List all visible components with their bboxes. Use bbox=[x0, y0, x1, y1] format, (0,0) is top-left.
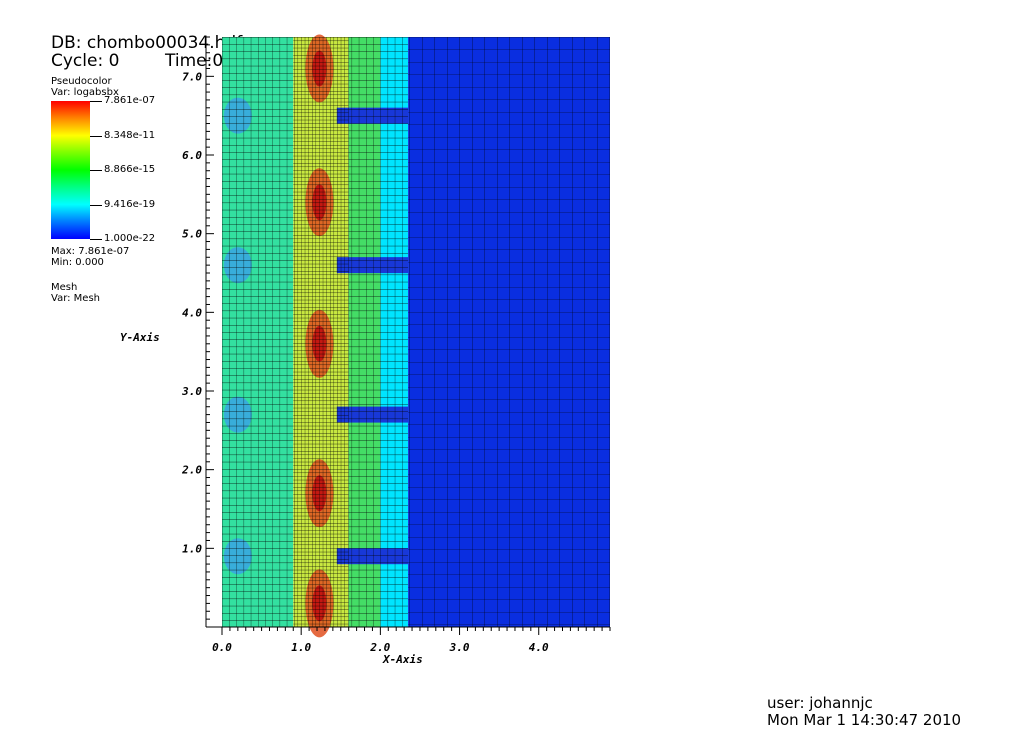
legend-mesh-var: Var: Mesh bbox=[51, 293, 101, 304]
colorbar-tick-label: 8.866e-15 bbox=[104, 164, 156, 175]
y-tick-label: 6.0 bbox=[182, 149, 202, 162]
y-tick-label: 7.0 bbox=[182, 70, 202, 83]
colorbar-tick bbox=[90, 135, 102, 137]
y-axis-title: Y-Axis bbox=[120, 331, 160, 344]
x-tick-label: 4.0 bbox=[529, 641, 549, 654]
colorbar-tick bbox=[90, 170, 102, 171]
x-tick-label: 2.0 bbox=[369, 641, 390, 654]
x-tick-label: 1.0 bbox=[291, 641, 311, 654]
date-label: Mon Mar 1 14:30:47 2010 bbox=[767, 711, 962, 729]
legend-mesh-label: Mesh bbox=[51, 282, 78, 293]
x-tick-label: 3.0 bbox=[449, 641, 470, 654]
y-tick-label: 2.0 bbox=[181, 464, 202, 477]
colorbar-tick bbox=[90, 239, 102, 240]
y-tick-label: 3.0 bbox=[181, 385, 202, 398]
legend-max: Max: 7.861e-07 bbox=[51, 246, 130, 257]
user-label: user: johannjc bbox=[767, 694, 873, 712]
y-tick-label: 4.0 bbox=[182, 306, 202, 319]
mesh-grid-mid bbox=[348, 37, 409, 627]
colorbar-tick bbox=[90, 204, 102, 206]
x-tick-label: 0.0 bbox=[212, 641, 232, 654]
time-label: Time:0.7 bbox=[165, 51, 240, 71]
x-axis-title: X-Axis bbox=[383, 653, 423, 666]
legend-plot-type: Pseudocolor bbox=[51, 76, 112, 87]
colorbar bbox=[51, 101, 90, 239]
colorbar-tick-label: 1.000e-22 bbox=[104, 233, 156, 244]
y-tick-label: 5.0 bbox=[182, 228, 202, 241]
mesh-grid-right bbox=[408, 37, 610, 627]
legend-var: Var: logabsbx bbox=[51, 87, 119, 98]
legend-min: Min: 0.000 bbox=[51, 257, 104, 268]
colorbar-tick bbox=[90, 101, 102, 102]
colorbar-tick-label: 8.348e-11 bbox=[104, 129, 156, 141]
mesh-grid-center bbox=[293, 37, 349, 627]
colorbar-tick-label: 9.416e-19 bbox=[104, 198, 156, 210]
cycle-label: Cycle: 0 bbox=[51, 51, 120, 71]
colorbar-tick-label: 7.861e-07 bbox=[104, 95, 156, 106]
y-tick-label: 1.0 bbox=[182, 542, 202, 555]
db-label: DB: chombo00034.hdf bbox=[51, 33, 243, 53]
mesh-grid-left bbox=[222, 37, 294, 627]
